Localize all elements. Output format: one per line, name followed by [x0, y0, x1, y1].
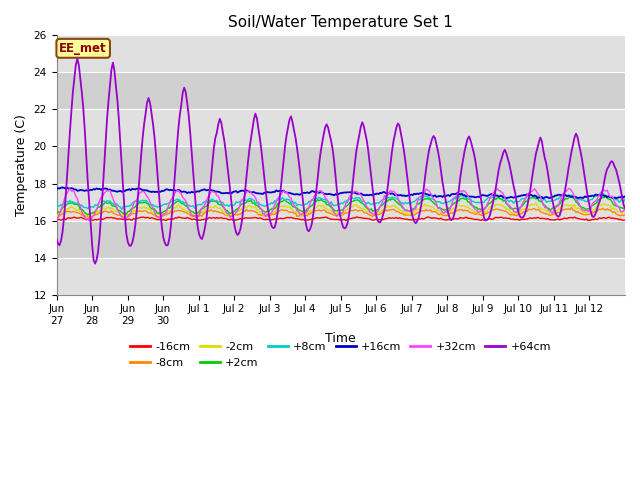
- Line: +16cm: +16cm: [56, 188, 625, 198]
- +32cm: [460, 188, 467, 193]
- -16cm: [620, 217, 627, 223]
- Y-axis label: Temperature (C): Temperature (C): [15, 114, 28, 216]
- +8cm: [621, 196, 629, 202]
- -2cm: [532, 201, 540, 206]
- -8cm: [460, 208, 467, 214]
- +16cm: [620, 194, 627, 200]
- +2cm: [52, 210, 60, 216]
- -16cm: [52, 217, 60, 223]
- -8cm: [85, 215, 93, 221]
- +2cm: [621, 204, 629, 210]
- +8cm: [52, 205, 60, 211]
- X-axis label: Time: Time: [325, 332, 356, 345]
- +32cm: [52, 216, 60, 222]
- Bar: [56, 36, 625, 72]
- +64cm: [52, 236, 60, 242]
- Line: -8cm: -8cm: [56, 207, 625, 218]
- +2cm: [544, 205, 552, 211]
- +2cm: [460, 195, 467, 201]
- +64cm: [92, 261, 99, 266]
- +2cm: [72, 201, 79, 207]
- +16cm: [540, 195, 547, 201]
- -16cm: [621, 217, 629, 223]
- +2cm: [347, 199, 355, 205]
- +32cm: [85, 217, 93, 223]
- -8cm: [544, 211, 552, 217]
- Bar: [56, 221, 625, 258]
- +8cm: [90, 204, 97, 210]
- -8cm: [620, 213, 627, 218]
- -16cm: [72, 215, 79, 221]
- Bar: [56, 183, 625, 221]
- -2cm: [544, 209, 552, 215]
- +8cm: [347, 195, 355, 201]
- Line: +2cm: +2cm: [56, 196, 625, 215]
- +64cm: [93, 257, 100, 263]
- +32cm: [92, 210, 99, 216]
- -2cm: [52, 214, 60, 220]
- -16cm: [461, 215, 468, 221]
- Bar: [56, 146, 625, 183]
- -16cm: [90, 217, 97, 223]
- +16cm: [545, 195, 553, 201]
- +16cm: [74, 188, 81, 193]
- +16cm: [621, 193, 629, 199]
- Bar: [56, 72, 625, 109]
- -8cm: [347, 208, 355, 214]
- Line: -16cm: -16cm: [56, 217, 625, 221]
- -2cm: [345, 206, 353, 212]
- -2cm: [90, 210, 97, 216]
- -16cm: [545, 217, 553, 223]
- Title: Soil/Water Temperature Set 1: Soil/Water Temperature Set 1: [228, 15, 453, 30]
- +2cm: [602, 193, 609, 199]
- +64cm: [348, 189, 356, 194]
- -2cm: [618, 211, 626, 216]
- +64cm: [74, 56, 81, 61]
- +64cm: [545, 180, 553, 186]
- -8cm: [52, 214, 60, 219]
- +2cm: [84, 212, 92, 217]
- -16cm: [347, 216, 355, 222]
- Legend: -16cm, -8cm, -2cm, +2cm, +8cm, +16cm, +32cm, +64cm: -16cm, -8cm, -2cm, +2cm, +8cm, +16cm, +3…: [125, 337, 556, 372]
- +16cm: [347, 189, 355, 195]
- +16cm: [52, 186, 60, 192]
- +16cm: [92, 187, 99, 192]
- +2cm: [620, 206, 627, 212]
- -2cm: [458, 203, 465, 208]
- +32cm: [620, 208, 627, 214]
- Line: -2cm: -2cm: [56, 204, 625, 217]
- -2cm: [621, 207, 629, 213]
- -16cm: [342, 218, 350, 224]
- +2cm: [92, 209, 99, 215]
- +64cm: [461, 147, 468, 153]
- -16cm: [353, 214, 360, 220]
- Bar: [56, 109, 625, 146]
- +32cm: [72, 193, 79, 199]
- -8cm: [568, 204, 575, 210]
- Line: +8cm: +8cm: [56, 193, 625, 209]
- +8cm: [72, 201, 79, 206]
- +16cm: [460, 192, 467, 198]
- Line: +32cm: +32cm: [56, 189, 625, 220]
- +8cm: [599, 191, 607, 196]
- +32cm: [621, 207, 629, 213]
- Bar: [56, 258, 625, 295]
- +8cm: [544, 198, 552, 204]
- +64cm: [620, 202, 627, 207]
- +16cm: [59, 185, 67, 191]
- -8cm: [621, 211, 629, 217]
- Line: +64cm: +64cm: [56, 59, 625, 264]
- -8cm: [92, 212, 99, 218]
- +32cm: [564, 186, 572, 192]
- +32cm: [544, 206, 552, 212]
- -2cm: [72, 207, 79, 213]
- +32cm: [347, 192, 355, 198]
- +8cm: [118, 206, 125, 212]
- +64cm: [621, 205, 629, 211]
- Text: EE_met: EE_met: [60, 42, 107, 55]
- +8cm: [460, 193, 467, 199]
- +8cm: [620, 199, 627, 205]
- +64cm: [72, 62, 79, 68]
- -8cm: [72, 209, 79, 215]
